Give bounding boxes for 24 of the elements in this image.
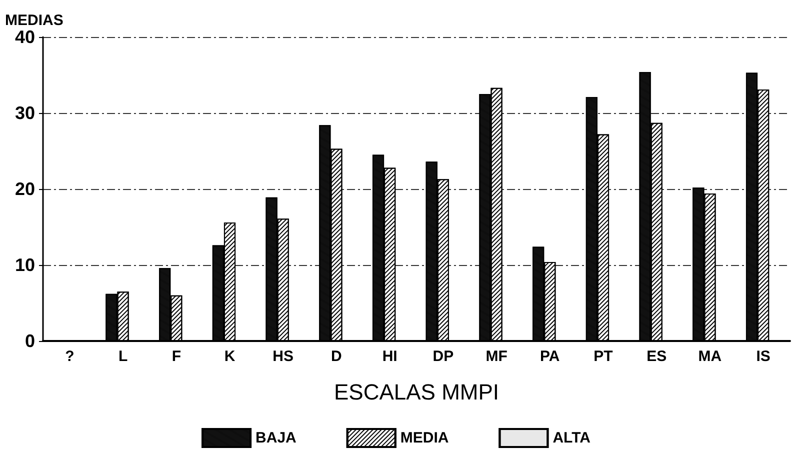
x-tick-label: L xyxy=(118,348,128,365)
y-axis-title: MEDIAS xyxy=(5,12,64,30)
legend-label: BAJA xyxy=(256,430,297,446)
y-tick-label: 0 xyxy=(24,331,35,351)
x-tick-label: IS xyxy=(756,348,770,365)
x-tick-label: HS xyxy=(272,348,294,365)
legend-label: MEDIA xyxy=(400,430,449,446)
x-tick-label: PA xyxy=(540,348,560,365)
x-tick-label: MF xyxy=(486,348,508,365)
y-tick-label: 30 xyxy=(14,103,35,123)
x-tick-label: D xyxy=(331,348,342,365)
x-axis-title: ESCALAS MMPI xyxy=(334,380,500,404)
y-tick-label: 40 xyxy=(14,27,35,47)
legend-label: ALTA xyxy=(552,430,591,446)
x-tick-label: MA xyxy=(698,348,722,365)
x-tick-label: ? xyxy=(65,348,74,365)
y-tick-label: 20 xyxy=(14,179,35,199)
y-tick-label: 10 xyxy=(14,255,35,275)
x-tick-label: F xyxy=(172,348,181,365)
x-tick-label: ES xyxy=(646,348,667,365)
x-tick-label: K xyxy=(224,348,236,365)
x-tick-label: DP xyxy=(432,348,454,365)
x-tick-label: PT xyxy=(594,348,613,365)
x-tick-label: HI xyxy=(382,348,398,365)
